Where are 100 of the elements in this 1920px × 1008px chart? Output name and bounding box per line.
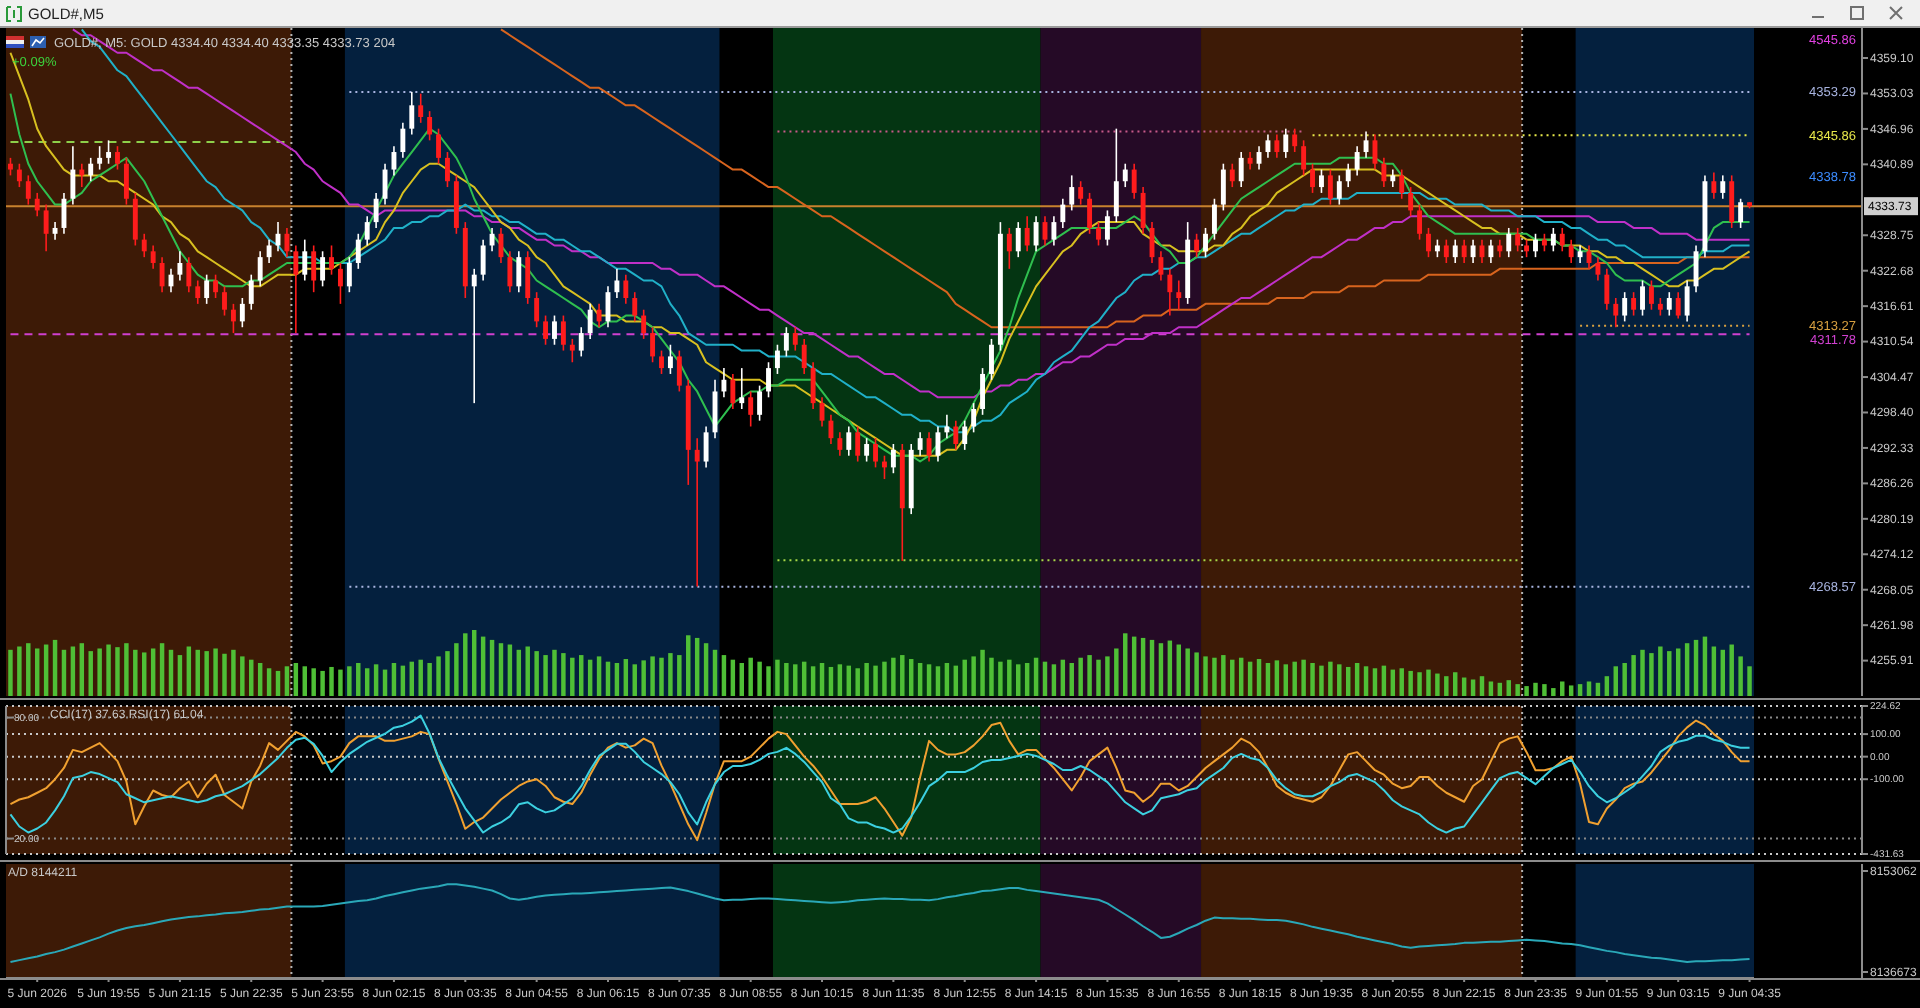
candlestick: [721, 367, 727, 399]
candlestick: [1622, 291, 1628, 323]
candlestick: [329, 244, 334, 276]
candlestick: [766, 361, 771, 399]
candlestick: [1640, 279, 1645, 317]
candlestick: [400, 122, 406, 159]
bar: [1488, 681, 1494, 696]
bar: [784, 663, 789, 696]
candlestick: [427, 110, 433, 142]
bar: [454, 643, 459, 696]
bar: [1140, 637, 1146, 696]
candlestick: [471, 268, 477, 404]
candlestick: [1283, 127, 1289, 159]
candlestick: [1399, 168, 1405, 200]
bar: [668, 653, 673, 696]
bar: [1310, 663, 1315, 696]
bar: [1604, 676, 1610, 696]
bar: [1230, 659, 1235, 696]
candlestick: [132, 192, 138, 247]
candlestick: [141, 232, 147, 258]
bar: [418, 659, 423, 696]
candlestick: [1488, 238, 1494, 264]
candlestick: [730, 373, 736, 410]
candlestick: [70, 145, 76, 206]
candlestick: [1515, 227, 1521, 253]
bar: [338, 669, 343, 696]
bar: [1693, 639, 1699, 696]
candlestick: [1176, 279, 1182, 311]
bar: [1444, 676, 1449, 696]
candlestick: [239, 297, 245, 329]
bar: [721, 655, 727, 696]
bar: [1016, 664, 1021, 696]
candlestick: [1417, 203, 1423, 241]
candlestick: [302, 238, 308, 282]
candlestick: [1274, 133, 1280, 159]
candlestick: [418, 92, 424, 124]
candlestick: [944, 414, 950, 439]
candlestick: [25, 174, 31, 206]
bar: [34, 648, 40, 696]
bar: [623, 659, 629, 696]
candlestick: [355, 232, 361, 270]
bar: [1114, 648, 1119, 696]
candlestick: [311, 244, 317, 293]
bar: [471, 630, 477, 696]
bar: [632, 664, 637, 696]
candlestick: [1113, 127, 1119, 223]
candlestick: [204, 273, 210, 305]
bar: [525, 646, 530, 696]
bar: [445, 651, 450, 696]
bar: [1158, 643, 1164, 696]
bar: [641, 660, 646, 696]
bar: [748, 657, 753, 696]
bar: [819, 663, 825, 696]
bar: [1524, 686, 1529, 696]
bar: [364, 668, 370, 696]
candlestick: [792, 326, 798, 352]
candlestick: [971, 402, 977, 434]
candlestick: [1550, 227, 1556, 253]
bar: [891, 657, 896, 696]
candlestick: [88, 157, 94, 183]
bar: [1747, 666, 1752, 696]
bar: [498, 643, 504, 696]
bar: [989, 657, 994, 696]
candlestick: [1720, 174, 1726, 200]
bar: [1640, 649, 1645, 696]
candlestick: [1729, 174, 1735, 229]
bar: [1515, 684, 1520, 696]
candlestick: [1060, 197, 1066, 229]
bar: [694, 637, 700, 696]
candlestick: [159, 256, 165, 293]
bar: [1256, 659, 1262, 696]
candlestick: [926, 431, 932, 463]
candlestick: [560, 314, 566, 352]
bar: [739, 663, 744, 696]
bar: [1087, 655, 1092, 696]
candlestick: [1738, 197, 1744, 229]
candlestick: [1363, 130, 1369, 159]
candlestick: [1158, 250, 1164, 282]
candlestick: [213, 273, 219, 299]
bar: [980, 649, 985, 696]
candlestick: [266, 238, 272, 264]
bar: [1613, 666, 1618, 696]
bar: [703, 643, 709, 696]
candlestick: [16, 162, 22, 188]
candlestick: [543, 314, 549, 346]
bar: [8, 649, 13, 696]
bar: [293, 663, 299, 696]
bar: [1007, 659, 1012, 696]
bar: [1649, 653, 1654, 696]
bar: [570, 657, 575, 696]
bar: [204, 651, 209, 696]
candlestick: [534, 291, 540, 329]
bar: [1631, 655, 1636, 696]
candlestick: [1345, 162, 1351, 188]
candlestick: [1301, 139, 1307, 177]
candlestick: [257, 250, 263, 288]
bar: [793, 664, 798, 696]
candlestick: [578, 326, 584, 358]
bar: [614, 663, 620, 696]
bar: [1426, 669, 1431, 696]
